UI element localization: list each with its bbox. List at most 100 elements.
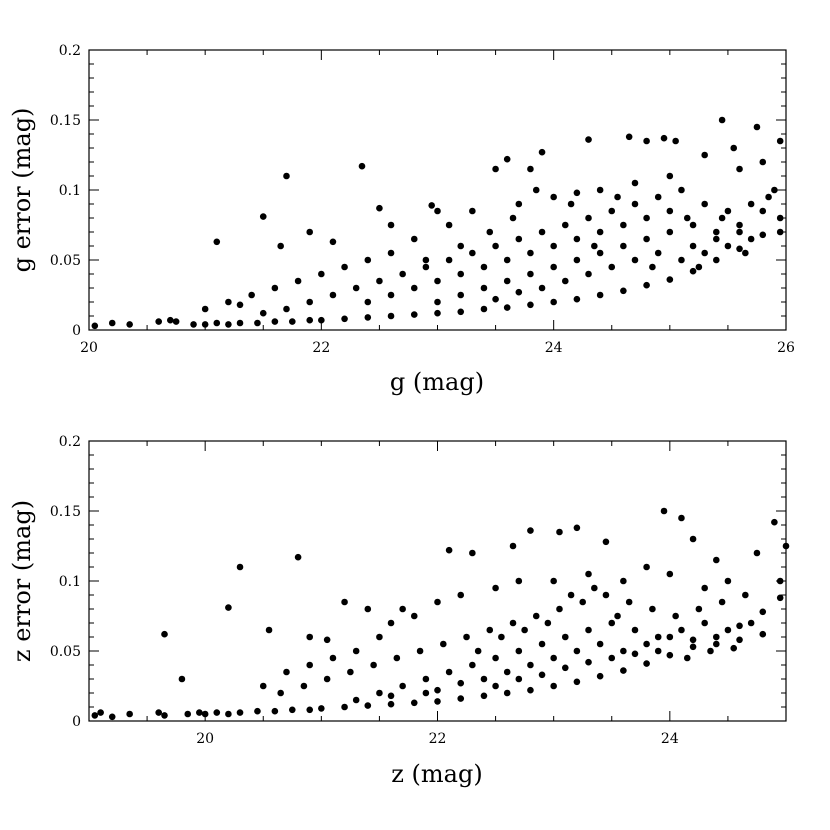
data-point bbox=[387, 291, 395, 299]
data-point bbox=[620, 221, 627, 229]
data-point bbox=[364, 314, 372, 321]
data-point bbox=[236, 709, 244, 716]
x-tick-label: 26 bbox=[777, 340, 795, 356]
data-point bbox=[283, 305, 290, 313]
data-point bbox=[178, 675, 186, 683]
data-point bbox=[509, 542, 517, 550]
data-point bbox=[689, 643, 697, 651]
data-point bbox=[643, 281, 650, 289]
data-point bbox=[596, 186, 604, 194]
data-point bbox=[515, 675, 523, 683]
data-point bbox=[730, 144, 738, 152]
x-tick-label: 24 bbox=[661, 731, 679, 747]
data-point bbox=[782, 542, 790, 550]
data-point bbox=[108, 713, 116, 721]
x-tick-label: 20 bbox=[80, 340, 98, 356]
data-point bbox=[550, 263, 557, 271]
data-point bbox=[254, 707, 261, 715]
data-point bbox=[713, 256, 720, 264]
data-point bbox=[608, 654, 616, 662]
data-point bbox=[254, 319, 261, 327]
data-point bbox=[591, 584, 598, 592]
data-point bbox=[666, 633, 674, 641]
data-point bbox=[172, 318, 180, 325]
data-point bbox=[608, 207, 616, 215]
data-point bbox=[416, 647, 424, 655]
data-point bbox=[608, 619, 616, 627]
data-point bbox=[492, 295, 499, 303]
data-point bbox=[515, 577, 523, 585]
data-point bbox=[358, 162, 366, 170]
data-point bbox=[695, 605, 703, 613]
data-point bbox=[666, 172, 674, 180]
data-point bbox=[457, 591, 465, 599]
data-point bbox=[410, 235, 418, 243]
data-point bbox=[422, 675, 430, 683]
data-point bbox=[294, 277, 302, 285]
data-point bbox=[457, 679, 465, 687]
data-point bbox=[434, 207, 441, 215]
data-point bbox=[527, 661, 534, 669]
scatter-points bbox=[91, 507, 790, 721]
data-point bbox=[730, 644, 738, 652]
data-point bbox=[753, 549, 761, 557]
data-point bbox=[736, 165, 743, 173]
data-point bbox=[701, 584, 708, 592]
data-point bbox=[678, 626, 685, 634]
data-point bbox=[713, 633, 720, 641]
data-point bbox=[422, 689, 430, 697]
data-point bbox=[765, 193, 772, 201]
data-point bbox=[323, 675, 331, 683]
data-point bbox=[196, 709, 203, 716]
data-point bbox=[486, 626, 494, 634]
data-point bbox=[469, 661, 476, 669]
data-point bbox=[434, 698, 441, 705]
data-point bbox=[718, 598, 726, 606]
data-point bbox=[724, 207, 732, 215]
data-point bbox=[718, 214, 726, 222]
data-point bbox=[370, 661, 377, 669]
data-point bbox=[649, 605, 656, 613]
data-point bbox=[457, 695, 465, 702]
data-point bbox=[614, 612, 621, 620]
data-point bbox=[463, 633, 470, 641]
data-point bbox=[527, 527, 534, 534]
data-point bbox=[364, 605, 372, 613]
data-point bbox=[596, 640, 604, 648]
data-point bbox=[625, 133, 633, 141]
data-point bbox=[323, 636, 331, 644]
data-point bbox=[515, 200, 523, 208]
data-point bbox=[306, 661, 314, 669]
data-point bbox=[736, 245, 743, 253]
data-point bbox=[625, 598, 633, 606]
data-point bbox=[689, 267, 697, 275]
data-point bbox=[445, 546, 453, 554]
data-point bbox=[498, 633, 505, 641]
data-point bbox=[527, 301, 534, 309]
data-point bbox=[567, 591, 575, 599]
data-point bbox=[410, 311, 418, 318]
data-point bbox=[393, 654, 401, 662]
data-point bbox=[771, 518, 778, 526]
data-point bbox=[457, 291, 465, 299]
data-point bbox=[387, 249, 395, 257]
data-point bbox=[486, 228, 494, 236]
data-point bbox=[643, 563, 650, 571]
data-point bbox=[236, 563, 244, 571]
data-point bbox=[91, 712, 99, 719]
data-point bbox=[736, 636, 743, 644]
data-point bbox=[126, 321, 133, 328]
data-point bbox=[271, 318, 279, 325]
data-point bbox=[259, 682, 267, 690]
data-point bbox=[643, 235, 650, 243]
data-point bbox=[457, 270, 465, 278]
data-point bbox=[776, 594, 784, 602]
data-point bbox=[352, 696, 360, 704]
data-point bbox=[271, 284, 279, 292]
data-point bbox=[457, 242, 465, 250]
plot-frame bbox=[88, 440, 787, 722]
data-point bbox=[643, 640, 650, 648]
data-point bbox=[410, 612, 418, 620]
x-axis-label: z (mag) bbox=[391, 760, 482, 788]
data-point bbox=[747, 200, 755, 208]
